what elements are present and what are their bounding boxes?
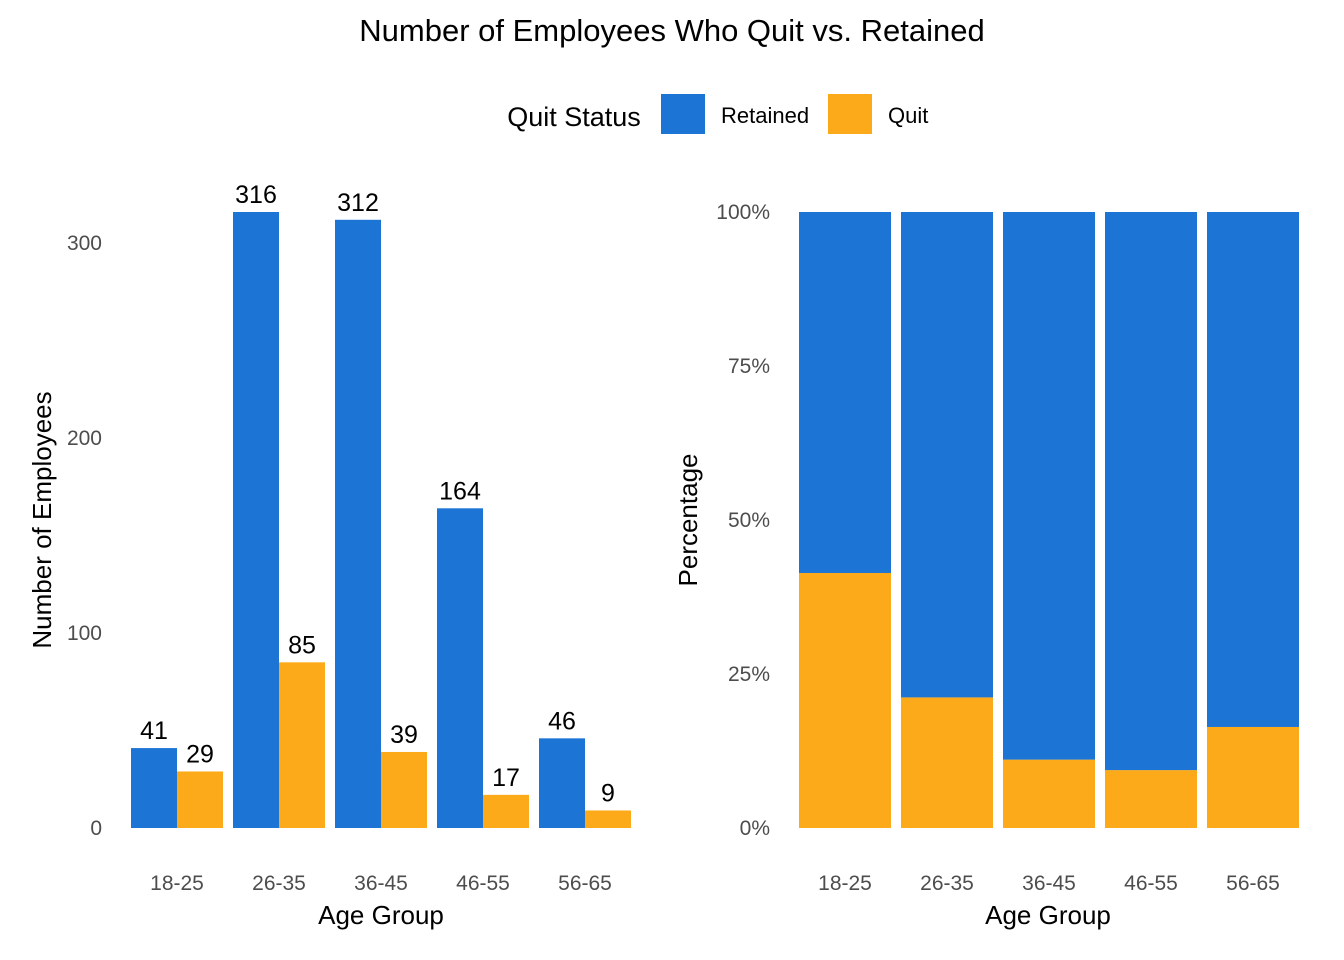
data-label-retained-26-35: 316 <box>235 181 277 209</box>
left-y-tick-300: 300 <box>67 232 102 255</box>
stacked-bar-quit-46-55 <box>1105 770 1197 828</box>
data-label-quit-26-35: 85 <box>288 631 316 659</box>
data-label-quit-56-65: 9 <box>601 779 615 807</box>
data-label-retained-46-55: 164 <box>439 477 481 505</box>
right-x-tick-26-35: 26-35 <box>920 872 974 895</box>
left-y-axis-title: Number of Employees <box>27 391 57 648</box>
right-y-tick-75: 75% <box>728 355 770 378</box>
data-label-retained-56-65: 46 <box>548 707 576 735</box>
stacked-bar-retained-56-65 <box>1207 212 1299 727</box>
chart-title: Number of Employees Who Quit vs. Retaine… <box>359 13 984 48</box>
legend-label-quit: Quit <box>888 103 928 128</box>
bar-quit-36-45 <box>381 751 427 828</box>
legend-label-retained: Retained <box>721 103 809 128</box>
left-y-tick-200: 200 <box>67 427 102 450</box>
right-x-axis-title: Age Group <box>985 900 1111 930</box>
stacked-bar-quit-36-45 <box>1003 759 1095 828</box>
data-label-quit-18-25: 29 <box>186 740 214 768</box>
bar-quit-26-35 <box>279 662 325 828</box>
data-label-quit-36-45: 39 <box>390 721 418 749</box>
data-label-retained-36-45: 312 <box>337 189 379 217</box>
stacked-bar-quit-26-35 <box>901 697 993 828</box>
bar-retained-36-45 <box>335 219 381 828</box>
right-panel-percentage-chart: Age Group Percentage 0% 25% 50% 75% 100% 18-2… <box>673 201 1299 930</box>
left-x-axis-title: Age Group <box>318 900 444 930</box>
stacked-bar-quit-56-65 <box>1207 726 1299 828</box>
stacked-bar-retained-46-55 <box>1105 212 1197 771</box>
stacked-bar-retained-18-25 <box>799 212 891 573</box>
right-y-tick-100: 100% <box>716 201 770 224</box>
left-x-tick-18-25: 18-25 <box>150 872 204 895</box>
stacked-bar-retained-26-35 <box>901 212 993 698</box>
left-x-tick-46-55: 46-55 <box>456 872 510 895</box>
right-x-tick-18-25: 18-25 <box>818 872 872 895</box>
legend-swatch-quit <box>828 94 872 134</box>
data-label-quit-46-55: 17 <box>492 764 520 792</box>
left-y-tick-100: 100 <box>67 622 102 645</box>
right-x-tick-46-55: 46-55 <box>1124 872 1178 895</box>
bar-retained-18-25 <box>131 748 177 828</box>
legend-swatch-retained <box>661 94 705 134</box>
left-y-tick-0: 0 <box>90 817 102 840</box>
stacked-bar-quit-18-25 <box>799 572 891 828</box>
legend-title: Quit Status <box>507 102 641 132</box>
left-x-tick-56-65: 56-65 <box>558 872 612 895</box>
right-y-axis-title: Percentage <box>673 454 703 587</box>
right-y-tick-50: 50% <box>728 509 770 532</box>
bar-retained-26-35 <box>233 212 279 828</box>
bar-quit-56-65 <box>585 810 631 828</box>
right-x-tick-56-65: 56-65 <box>1226 872 1280 895</box>
left-panel-count-chart: Age Group Number of Employees 0 100 200 300… <box>27 181 631 930</box>
bar-quit-46-55 <box>483 794 529 828</box>
bar-retained-46-55 <box>437 508 483 828</box>
right-x-tick-36-45: 36-45 <box>1022 872 1076 895</box>
left-x-tick-36-45: 36-45 <box>354 872 408 895</box>
bar-quit-18-25 <box>177 771 223 828</box>
right-y-tick-0: 0% <box>740 817 770 840</box>
right-y-tick-25: 25% <box>728 663 770 686</box>
legend: Quit Status Retained Quit <box>507 94 928 134</box>
left-x-tick-26-35: 26-35 <box>252 872 306 895</box>
bar-retained-56-65 <box>539 738 585 828</box>
data-label-retained-18-25: 41 <box>140 717 168 745</box>
stacked-bar-retained-36-45 <box>1003 212 1095 760</box>
